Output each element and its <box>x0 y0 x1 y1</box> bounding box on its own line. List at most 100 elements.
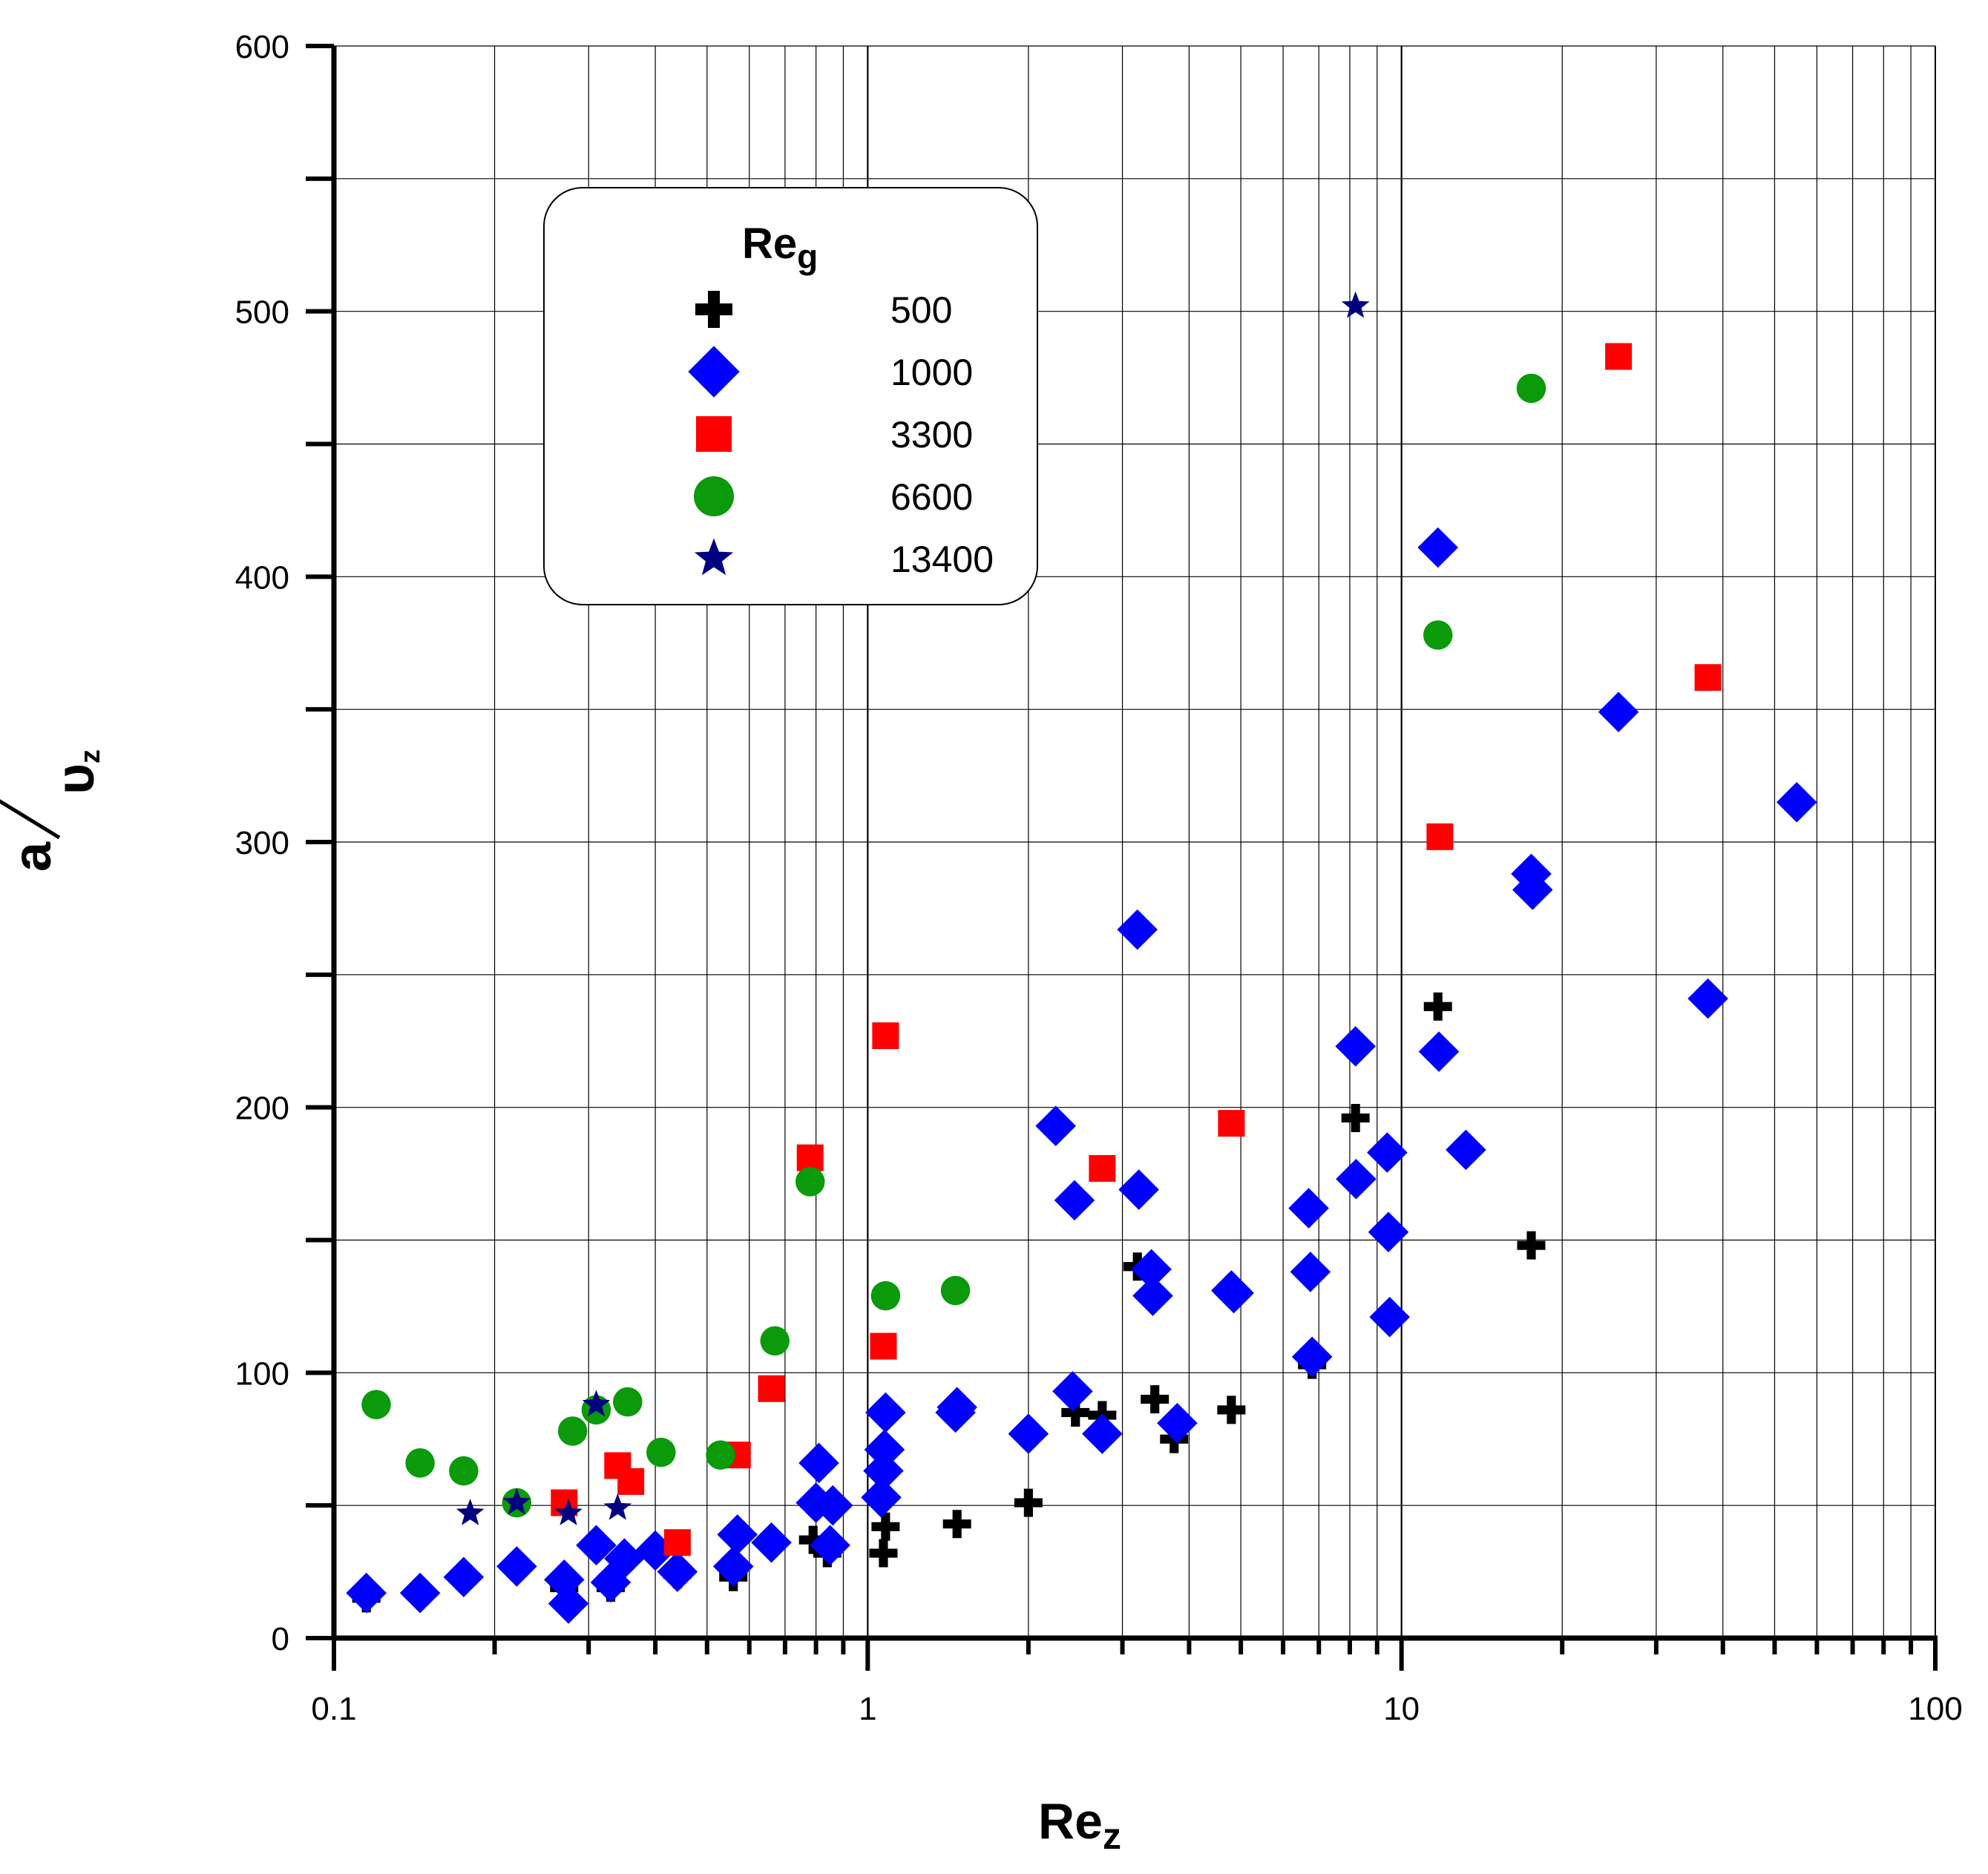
data-point-6600 <box>870 1280 901 1311</box>
svg-text:υz: υz <box>46 749 106 795</box>
data-point-1000 <box>604 1538 645 1579</box>
data-point-1000 <box>1291 1336 1333 1378</box>
y-tick-label: 400 <box>235 559 289 596</box>
legend-box <box>543 187 1038 605</box>
y-axis-title-slash <box>0 798 61 840</box>
data-point-6600 <box>405 1448 435 1478</box>
x-tick-label: 100 <box>1908 1691 1962 1727</box>
data-point-3300 <box>617 1467 645 1495</box>
data-point-500 <box>1423 992 1452 1021</box>
data-point-1000 <box>712 1546 754 1587</box>
data-point-6600 <box>795 1167 825 1197</box>
data-point-6600 <box>1423 620 1453 650</box>
data-point-13400 <box>554 1499 583 1525</box>
data-point-1000 <box>346 1572 387 1614</box>
data-point-1000 <box>1035 1105 1076 1146</box>
data-point-1000 <box>496 1546 537 1587</box>
y-axis-title-num: a <box>3 841 62 872</box>
data-point-1000 <box>1598 691 1639 733</box>
data-point-6600 <box>760 1326 790 1356</box>
axes <box>306 44 1938 1671</box>
legend-marker-3300 <box>696 416 732 452</box>
data-point-1000 <box>548 1583 589 1624</box>
data-point-6600 <box>613 1387 643 1417</box>
data-point-1000 <box>657 1551 698 1592</box>
svg-text:Rez: Rez <box>1038 1793 1121 1857</box>
y-tick-label: 0 <box>272 1621 289 1657</box>
data-point-1000 <box>1336 1158 1377 1200</box>
legend: Reg 500 1000 3300 6600 13400 <box>543 187 1038 605</box>
y-axis-title-sub: z <box>75 749 106 763</box>
data-point-500 <box>1141 1385 1169 1414</box>
data-point-500 <box>871 1512 900 1541</box>
data-point-3300 <box>1218 1110 1245 1137</box>
data-point-1000 <box>1417 527 1458 568</box>
data-point-13400 <box>456 1499 485 1525</box>
y-axis-title: a υz <box>0 749 106 872</box>
data-point-1000 <box>864 1429 905 1470</box>
legend-marker-500 <box>695 291 732 328</box>
data-point-500 <box>1217 1395 1246 1424</box>
data-point-500 <box>1014 1488 1043 1517</box>
data-point-3300 <box>872 1022 899 1050</box>
data-point-1000 <box>399 1572 441 1614</box>
data-point-3300 <box>1605 343 1633 370</box>
data-point-1000 <box>936 1387 977 1428</box>
data-point-500 <box>942 1510 971 1539</box>
data-point-1000 <box>1335 1026 1376 1067</box>
data-point-6600 <box>646 1437 676 1467</box>
data-point-3300 <box>870 1332 897 1360</box>
data-point-1000 <box>1213 1272 1254 1314</box>
x-axis-title-sub: z <box>1103 1815 1121 1857</box>
data-point-1000 <box>1369 1296 1410 1338</box>
y-tick-label: 100 <box>235 1355 289 1392</box>
data-point-1000 <box>1368 1211 1409 1253</box>
data-point-1000 <box>1446 1129 1486 1171</box>
legend-title-sub: g <box>797 237 818 276</box>
data-point-1000 <box>865 1392 906 1433</box>
data-point-500 <box>798 1525 827 1554</box>
data-point-6600 <box>1516 373 1546 404</box>
data-points <box>346 291 1817 1624</box>
data-point-13400 <box>582 1390 611 1417</box>
data-point-13400 <box>603 1493 632 1520</box>
data-point-6600 <box>557 1416 588 1446</box>
data-point-3300 <box>758 1375 785 1402</box>
data-point-1000 <box>812 1485 853 1526</box>
data-point-1000 <box>1054 1180 1095 1221</box>
svg-text:Reg: Reg <box>742 220 818 276</box>
data-point-3300 <box>796 1144 824 1171</box>
data-point-500 <box>1061 1398 1090 1427</box>
y-tick-label: 300 <box>235 825 289 861</box>
x-tick-label: 0.1 <box>311 1691 356 1727</box>
data-point-3300 <box>1089 1154 1116 1182</box>
data-point-1000 <box>717 1514 758 1555</box>
data-point-1000 <box>1776 782 1817 823</box>
data-point-6600 <box>706 1440 735 1470</box>
legend-label-3300: 3300 <box>890 414 973 456</box>
data-point-1000 <box>798 1442 839 1484</box>
data-point-1000 <box>861 1477 902 1518</box>
x-axis-title-main: Re <box>1038 1793 1103 1850</box>
data-point-6600 <box>940 1275 971 1306</box>
legend-label-13400: 13400 <box>890 539 994 580</box>
data-point-6600 <box>361 1390 391 1420</box>
data-point-3300 <box>1426 823 1454 850</box>
data-point-1000 <box>1157 1403 1198 1444</box>
y-tick-label: 200 <box>235 1091 289 1127</box>
data-point-1000 <box>1008 1413 1049 1454</box>
data-point-1000 <box>1290 1252 1331 1292</box>
legend-marker-1000 <box>688 346 740 398</box>
data-point-1000 <box>544 1559 585 1600</box>
x-tick-label: 10 <box>1383 1691 1420 1727</box>
data-point-1000 <box>1132 1275 1173 1316</box>
data-point-1000 <box>751 1522 792 1563</box>
data-point-1000 <box>1131 1249 1172 1290</box>
data-point-1000 <box>1687 978 1728 1019</box>
data-point-3300 <box>663 1529 691 1556</box>
data-point-13400 <box>1341 291 1370 318</box>
data-point-13400 <box>502 1487 531 1515</box>
y-tick-label: 600 <box>235 29 289 65</box>
